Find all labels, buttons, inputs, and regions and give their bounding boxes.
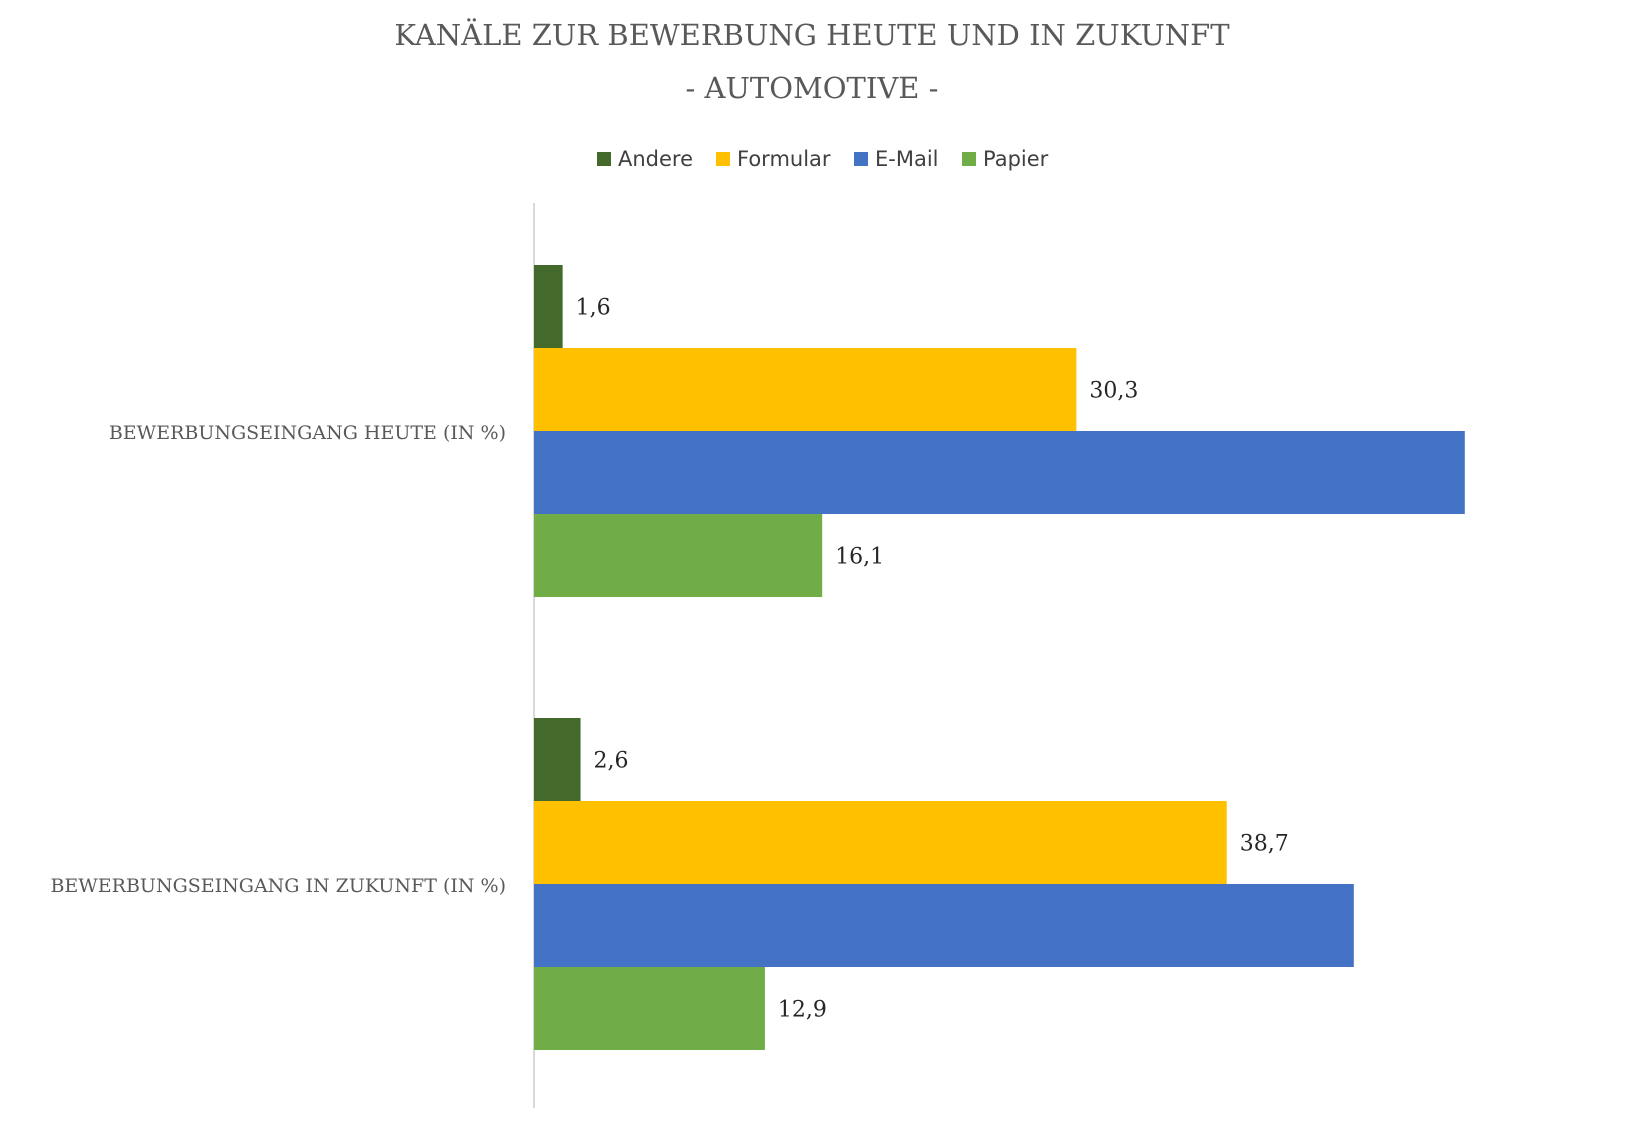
bar-papier — [534, 967, 765, 1050]
data-label: 30,3 — [1089, 379, 1138, 404]
data-label: 38,7 — [1240, 832, 1289, 857]
legend-label-papier: Papier — [983, 147, 1049, 171]
legend-label-formular: Formular — [737, 147, 831, 171]
legend-swatch-andere — [597, 152, 611, 166]
legend-label-e-mail: E-Mail — [875, 147, 939, 171]
legend-swatch-e-mail — [854, 152, 868, 166]
data-labels-group: 1,6 30,3 16,1 2,6 38,7 12,9 — [576, 296, 1289, 1023]
bars-group — [534, 265, 1465, 1050]
legend-label-andere: Andere — [618, 147, 693, 171]
bar-formular — [534, 348, 1077, 431]
category-labels: BEWERBUNGSEINGANG HEUTE (IN %) BEWERBUNGS… — [50, 422, 506, 897]
legend-swatch-papier — [962, 152, 976, 166]
data-label: 2,6 — [594, 749, 629, 774]
data-label: 16,1 — [835, 545, 884, 570]
category-label: BEWERBUNGSEINGANG HEUTE (IN %) — [109, 422, 506, 444]
bar-papier — [534, 514, 823, 597]
chart-subtitle: - AUTOMOTIVE - — [686, 71, 939, 105]
category-label: BEWERBUNGSEINGANG IN ZUKUNFT (IN %) — [50, 875, 506, 897]
data-label: 1,6 — [576, 296, 611, 321]
bar-andere — [534, 718, 581, 801]
bar-andere — [534, 265, 563, 348]
chart-legend: Andere Formular E-Mail Papier — [597, 147, 1049, 171]
legend-swatch-formular — [716, 152, 730, 166]
bar-e-mail — [534, 431, 1465, 514]
bar-e-mail — [534, 884, 1354, 967]
data-label: 12,9 — [778, 998, 827, 1023]
bar-formular — [534, 801, 1227, 884]
chart-title: KANÄLE ZUR BEWERBUNG HEUTE UND IN ZUKUNF… — [394, 17, 1230, 52]
